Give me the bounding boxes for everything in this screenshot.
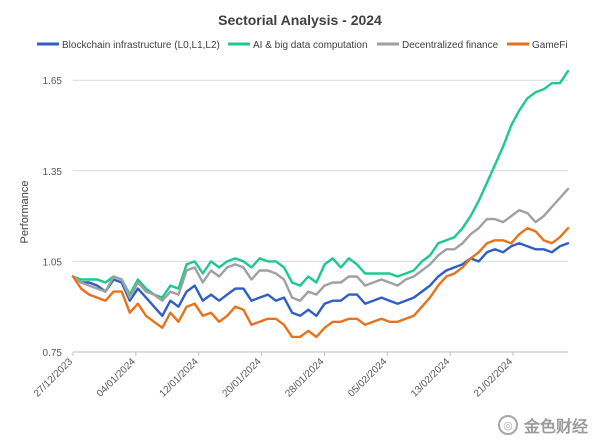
x-tick-label: 04/01/2024	[95, 356, 138, 399]
x-tick-label: 21/02/2024	[472, 356, 515, 399]
chart-title: Sectorial Analysis - 2024	[218, 12, 382, 28]
x-tick-label: 12/01/2024	[158, 356, 201, 399]
legend-label: AI & big data computation	[253, 40, 368, 51]
legend-label: Decentralized finance	[402, 40, 499, 51]
x-tick-label: 28/01/2024	[283, 356, 326, 399]
x-tick-label: 05/02/2024	[346, 356, 389, 399]
y-tick-label: 1.65	[43, 76, 63, 87]
y-axis-label: Performance	[19, 181, 31, 244]
series-line-4	[71, 226, 570, 339]
watermark: ◎ 金色财经	[497, 413, 588, 437]
y-axis-ticks: 0.75 1.05 1.35 1.65	[43, 76, 63, 359]
series-line-3	[71, 187, 570, 302]
x-axis-ticks: 27/12/2023 04/01/2024 12/01/2024 20/01/2024…	[32, 352, 515, 400]
series-layer	[71, 69, 570, 339]
y-tick-label: 1.05	[43, 257, 63, 268]
y-tick-label: 0.75	[43, 348, 63, 359]
x-tick-label: 13/02/2024	[409, 356, 452, 399]
watermark-logo-icon: ◎	[497, 415, 518, 435]
legend-label: Blockchain infrastructure (L0,L1,L2)	[62, 40, 220, 51]
series-line-2	[71, 69, 570, 299]
legend: Blockchain infrastructure (L0,L1,L2) AI &…	[37, 40, 568, 51]
x-tick-label: 20/01/2024	[221, 356, 264, 399]
watermark-text: 金色财经	[523, 419, 588, 436]
y-tick-label: 1.35	[43, 167, 63, 178]
legend-label: GameFi	[532, 40, 568, 51]
gridlines	[73, 79, 568, 262]
x-tick-label: 27/12/2023	[32, 356, 75, 399]
series-line-1	[71, 242, 570, 317]
